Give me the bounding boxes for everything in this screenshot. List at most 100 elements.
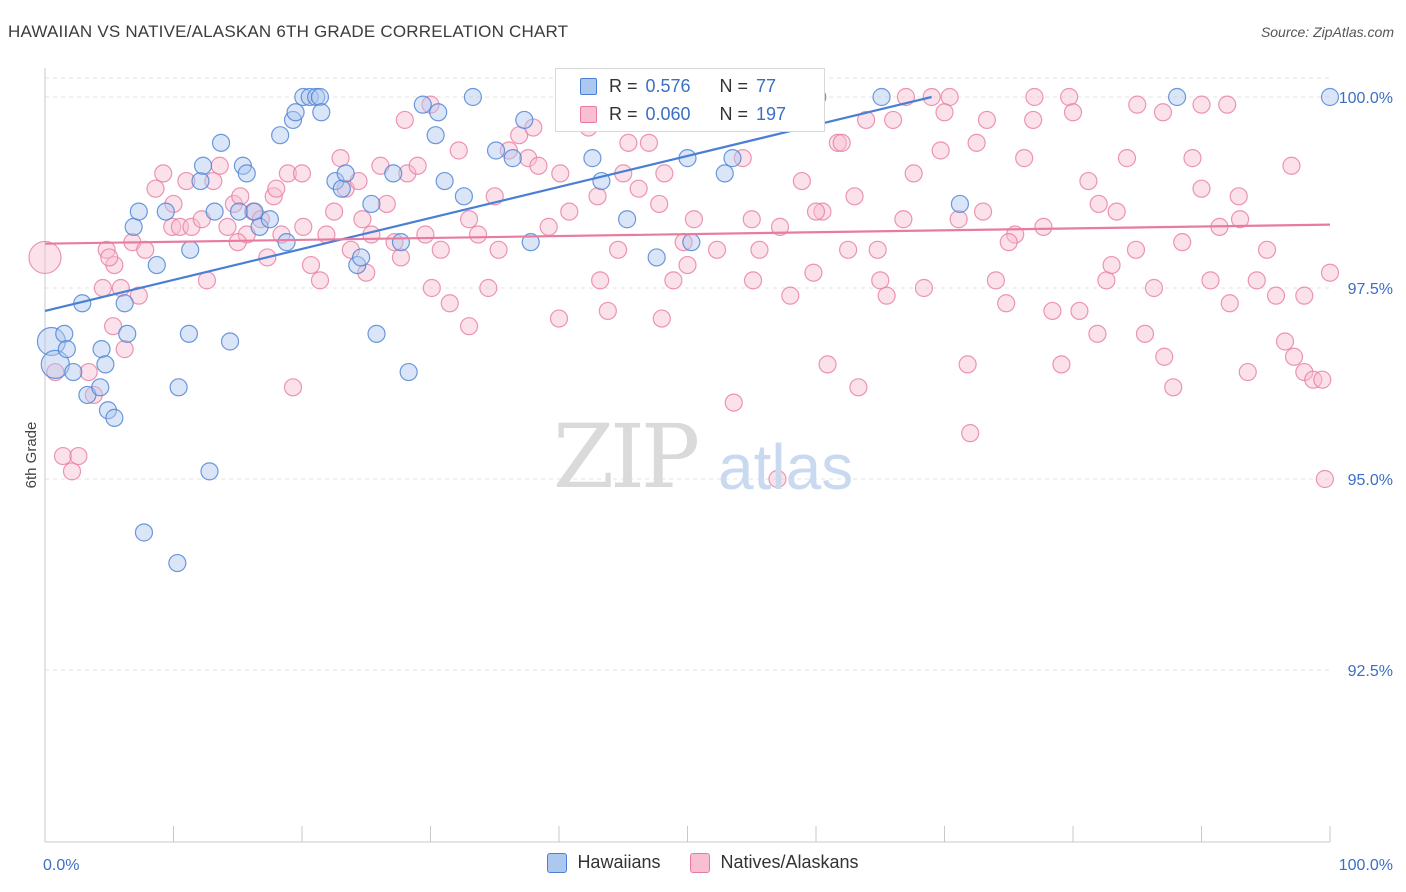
data-point bbox=[124, 217, 143, 236]
data-point bbox=[294, 217, 313, 236]
data-point bbox=[1052, 355, 1071, 374]
data-point bbox=[560, 202, 579, 221]
data-point bbox=[598, 301, 617, 321]
data-point bbox=[733, 149, 752, 168]
data-point bbox=[191, 171, 210, 191]
data-point bbox=[804, 263, 823, 282]
data-point bbox=[1089, 194, 1108, 214]
legend-n-value: 77 bbox=[756, 75, 777, 96]
data-point bbox=[1128, 95, 1147, 114]
legend-swatch-hawaiians bbox=[580, 77, 597, 95]
data-point bbox=[163, 217, 182, 236]
data-point bbox=[277, 233, 296, 252]
data-point bbox=[398, 164, 417, 183]
data-point bbox=[278, 164, 297, 183]
data-point bbox=[440, 294, 459, 313]
data-point bbox=[229, 202, 249, 221]
data-point bbox=[156, 202, 175, 221]
data-point bbox=[182, 217, 201, 236]
data-point bbox=[245, 202, 264, 221]
data-point bbox=[682, 233, 701, 252]
data-point bbox=[391, 233, 411, 252]
data-point bbox=[707, 240, 727, 259]
legend-n-label: N = bbox=[719, 103, 749, 124]
data-point bbox=[1192, 179, 1211, 198]
chart-source: Source: ZipAtlas.com bbox=[1260, 24, 1394, 40]
trend-line bbox=[44, 223, 1331, 245]
data-point bbox=[53, 446, 73, 466]
data-point bbox=[395, 110, 414, 130]
data-point bbox=[310, 271, 330, 290]
legend-swatch-natives-alaskans bbox=[690, 852, 711, 873]
data-point bbox=[549, 309, 569, 328]
data-point bbox=[1102, 255, 1121, 275]
data-point bbox=[868, 240, 887, 259]
data-point bbox=[950, 194, 970, 214]
x-axis-ticks bbox=[44, 826, 1331, 842]
series-hawaiians bbox=[36, 87, 1340, 573]
watermark-zip: ZIP bbox=[553, 405, 700, 508]
data-point bbox=[1079, 171, 1098, 191]
data-point bbox=[678, 255, 697, 275]
data-point bbox=[914, 278, 934, 298]
legend-r-label: R = bbox=[609, 75, 638, 96]
data-point bbox=[459, 317, 479, 336]
data-point bbox=[1060, 87, 1079, 107]
data-point bbox=[1238, 362, 1257, 382]
data-point bbox=[384, 164, 403, 183]
data-point bbox=[818, 355, 837, 374]
data-point bbox=[391, 248, 411, 267]
data-point bbox=[1117, 149, 1137, 168]
data-point bbox=[1034, 217, 1053, 236]
data-point bbox=[1257, 240, 1277, 259]
data-point bbox=[806, 202, 826, 221]
data-point bbox=[684, 210, 704, 229]
data-point bbox=[55, 324, 74, 343]
data-point bbox=[639, 133, 659, 152]
data-point bbox=[449, 141, 468, 160]
data-point bbox=[93, 278, 112, 298]
data-point bbox=[750, 240, 769, 259]
data-point bbox=[931, 141, 950, 160]
data-point bbox=[877, 286, 896, 305]
data-point bbox=[1126, 240, 1146, 259]
legend-swatch-natives bbox=[580, 105, 597, 123]
data-point bbox=[211, 133, 231, 152]
data-point bbox=[591, 271, 610, 290]
legend-item-natives-alaskans[interactable]: Natives/Alaskans bbox=[690, 852, 859, 873]
data-point bbox=[986, 271, 1006, 290]
data-point bbox=[312, 103, 331, 122]
legend-item-hawaiians[interactable]: Hawaiians bbox=[547, 852, 660, 873]
data-point bbox=[650, 194, 669, 214]
data-point bbox=[62, 462, 82, 481]
data-point bbox=[115, 294, 134, 313]
data-point bbox=[629, 179, 648, 198]
data-point bbox=[100, 248, 119, 267]
data-point bbox=[399, 362, 418, 382]
data-point bbox=[1025, 87, 1044, 107]
legend-n-label: N = bbox=[719, 75, 749, 96]
data-point bbox=[1088, 324, 1107, 343]
data-point bbox=[98, 401, 118, 420]
data-point bbox=[973, 202, 993, 221]
data-point bbox=[1135, 324, 1155, 343]
data-point bbox=[146, 179, 165, 198]
data-point bbox=[193, 156, 213, 175]
data-point bbox=[129, 286, 148, 305]
data-point bbox=[205, 202, 224, 221]
data-point bbox=[828, 133, 847, 152]
data-point bbox=[770, 217, 790, 236]
data-point bbox=[1220, 294, 1239, 313]
legend-label-hawaiians: Hawaiians bbox=[577, 852, 661, 872]
data-point bbox=[479, 278, 498, 298]
series-legend: Hawaiians Natives/Alaskans bbox=[0, 852, 1406, 873]
data-point bbox=[426, 126, 445, 145]
data-point bbox=[1201, 271, 1220, 290]
data-point bbox=[164, 194, 183, 214]
data-point bbox=[1063, 103, 1083, 122]
data-point bbox=[326, 171, 345, 191]
data-point bbox=[1320, 87, 1340, 107]
y-tick-label: 100.0% bbox=[1339, 90, 1393, 107]
data-point bbox=[408, 156, 427, 175]
